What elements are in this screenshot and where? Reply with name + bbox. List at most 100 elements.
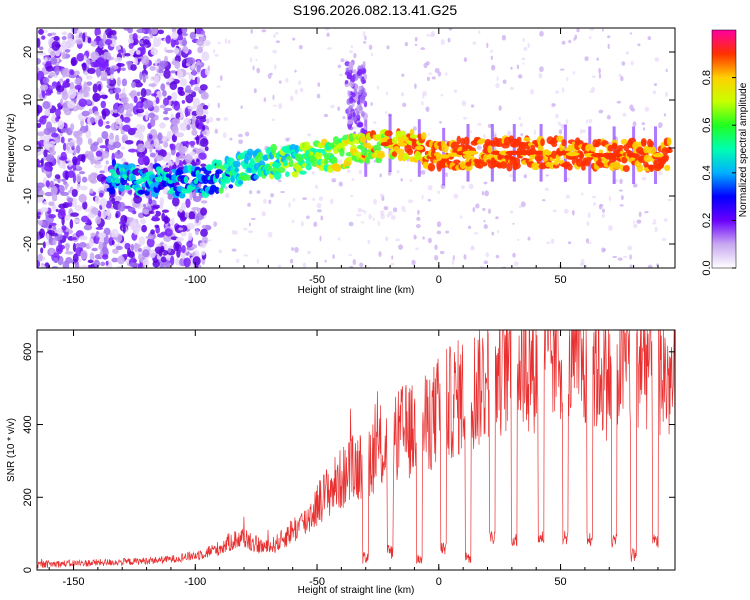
heatmap-cell <box>518 204 523 209</box>
heatmap-cell <box>141 55 150 65</box>
heatmap-cell <box>130 243 134 252</box>
heatmap-ridge-cell <box>402 152 410 161</box>
heatmap-cell <box>196 76 201 85</box>
heatmap-cell <box>200 207 208 216</box>
heatmap-cell <box>158 248 163 257</box>
heatmap-ridge-cell <box>523 137 531 142</box>
heatmap-cell <box>98 118 104 127</box>
heatmap-ridge-cell <box>536 155 541 165</box>
heatmap-ridge-cell <box>364 156 370 164</box>
heatmap-peak <box>447 152 460 157</box>
heatmap-cell <box>349 81 355 88</box>
heatmap-cell <box>539 66 544 73</box>
heatmap-ridge-cell <box>249 157 255 164</box>
heatmap-cell <box>356 122 363 128</box>
heatmap-cell <box>422 236 425 240</box>
heatmap-cell <box>99 249 103 258</box>
heatmap-cell <box>103 51 111 60</box>
heatmap-cell <box>261 29 267 33</box>
heatmap-peak <box>533 150 545 155</box>
heatmap-cell <box>176 28 183 35</box>
heatmap-cell <box>422 93 425 99</box>
heatmap-cell <box>541 199 546 202</box>
heatmap-ridge-cell <box>406 140 414 146</box>
heatmap-cell <box>55 85 65 93</box>
heatmap-cell <box>501 34 507 41</box>
heatmap-cell <box>96 57 105 68</box>
heatmap-cell <box>145 111 149 121</box>
heatmap-cell <box>101 130 109 139</box>
heatmap-cell <box>75 39 83 45</box>
heatmap-ridge-cell <box>391 151 398 157</box>
heatmap-cell <box>379 193 385 197</box>
heatmap-cell <box>285 77 289 83</box>
heatmap-cell <box>311 171 314 175</box>
heatmap-cell <box>52 204 57 212</box>
heatmap-cell <box>164 228 173 237</box>
heatmap-cell <box>493 133 497 138</box>
heatmap-cell <box>181 39 187 47</box>
heatmap-cell <box>598 109 604 114</box>
heatmap-cell <box>352 259 356 265</box>
heatmap-cell <box>117 104 125 114</box>
heatmap-cell <box>127 247 132 257</box>
heatmap-cell <box>249 190 253 195</box>
heatmap-cell <box>342 115 346 120</box>
heatmap-cell <box>82 90 89 98</box>
heatmap-cell <box>81 110 90 117</box>
heatmap-cell <box>593 202 596 206</box>
heatmap-cell <box>88 237 94 248</box>
heatmap-ridge-cell <box>487 145 493 154</box>
heatmap-ridge-cell <box>456 135 462 145</box>
heatmap-cell <box>171 125 179 135</box>
heatmap-cell <box>155 97 160 105</box>
heatmap-cell <box>523 174 528 179</box>
heatmap-cell <box>115 92 120 101</box>
heatmap-cell <box>37 253 43 262</box>
heatmap-cell <box>195 39 205 46</box>
heatmap-cell <box>379 173 382 178</box>
heatmap-cell <box>584 56 589 62</box>
snr-xtick-label: -100 <box>184 576 206 588</box>
heatmap-cell <box>115 265 124 268</box>
heatmap-ridge-cell <box>516 136 522 143</box>
heatmap-cell <box>324 28 330 31</box>
heatmap-cell <box>150 28 158 35</box>
heatmap-cell <box>306 215 310 219</box>
heatmap-cell <box>181 28 188 34</box>
heatmap-cell <box>128 43 134 49</box>
heatmap-cell <box>318 196 324 201</box>
heatmap-cell <box>213 221 218 228</box>
heatmap-cell <box>621 61 626 66</box>
heatmap-cell <box>146 100 154 109</box>
heatmap-cell <box>395 238 401 242</box>
heatmap-cell <box>580 258 585 265</box>
heatmap-cell <box>306 133 312 137</box>
heatmap-cell <box>356 213 362 217</box>
heatmap-cell <box>663 218 668 222</box>
heatmap-cell <box>347 112 351 117</box>
heatmap-cell <box>75 144 81 154</box>
heatmap-cell <box>214 128 219 134</box>
heatmap-cell <box>653 219 657 223</box>
heatmap-cell <box>108 30 113 36</box>
heatmap-cell <box>51 132 59 138</box>
heatmap-cell <box>627 245 633 251</box>
heatmap-cell <box>136 91 141 97</box>
heatmap-cell <box>440 94 444 97</box>
heatmap-cell <box>169 143 176 151</box>
heatmap-cell <box>129 221 137 230</box>
heatmap-ridge-cell <box>622 164 630 173</box>
heatmap-cell <box>358 85 362 91</box>
heatmap-cell <box>125 113 133 117</box>
heatmap-cell <box>520 132 524 137</box>
heatmap-ridge-cell <box>598 149 604 155</box>
snr-axes: -150 -100 -50 0 50 0 200 400 600 <box>22 330 675 588</box>
heatmap-cell <box>361 128 365 134</box>
heatmap-cell <box>275 40 281 44</box>
heatmap-cell <box>490 55 493 61</box>
heatmap-cell <box>43 138 50 149</box>
heatmap-cell <box>48 225 53 229</box>
heatmap-cell <box>88 264 92 268</box>
heatmap-cell <box>647 36 651 41</box>
